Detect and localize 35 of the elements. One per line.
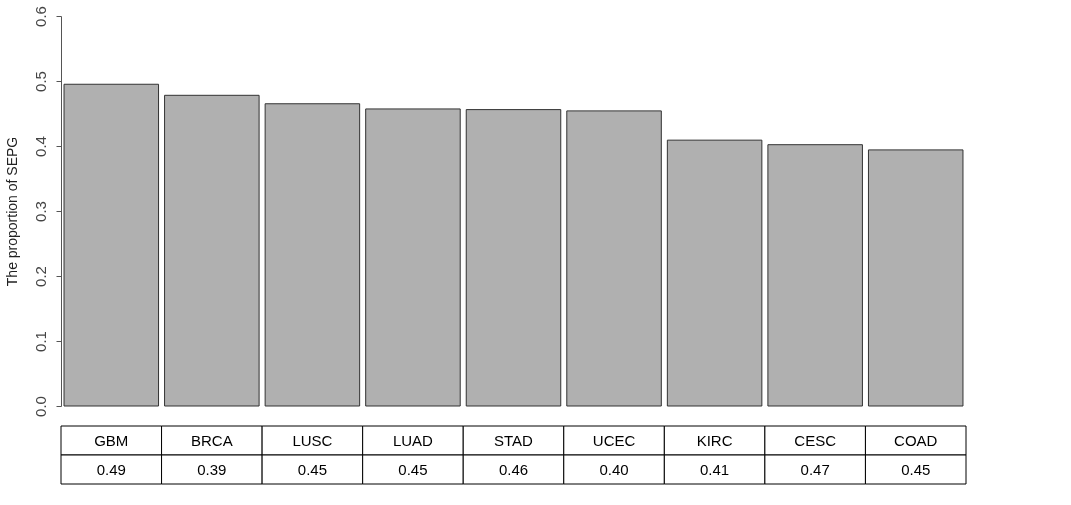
y-tick-label: 0.1 [31,331,49,352]
y-tick-label: 0.3 [31,201,49,222]
x-tick-label: GBM [94,431,129,449]
y-tick-label: 0.2 [31,266,49,287]
x-tick-label: LUSC [292,431,333,449]
y-tick-label: 0.5 [31,71,49,92]
bar [264,103,361,407]
bar [666,139,763,407]
x-tick-label: LUAD [392,431,434,449]
bar [63,83,160,407]
text: 0.47 [800,460,830,478]
text: 0.49 [96,460,126,478]
x-tick-label: COAD [894,431,938,449]
y-tick-label: 0.4 [31,136,49,157]
bar [164,94,260,407]
text: 0.46 [498,460,529,478]
x-tick-label: KIRC [696,431,733,449]
y-axis-title: The proportion of SEPG [3,136,20,287]
text: 0.41 [700,460,730,478]
bar [465,109,562,407]
bar [867,149,964,407]
x-tick-label: STAD [494,431,534,449]
bar [365,108,461,407]
x-tick-label: UCEC [592,431,636,449]
y-tick-label: 0.6 [31,6,49,27]
text: 0.45 [297,460,327,478]
y-tick-label: 0.0 [31,396,49,417]
bar [566,110,662,407]
text: 0.45 [398,460,428,478]
text: 0.45 [901,460,931,478]
text: 0.39 [197,460,227,478]
x-tick-label: CESC [794,431,837,449]
x-tick-label: BRCA [190,431,233,449]
bar [767,144,863,407]
text: 0.40 [599,460,629,478]
